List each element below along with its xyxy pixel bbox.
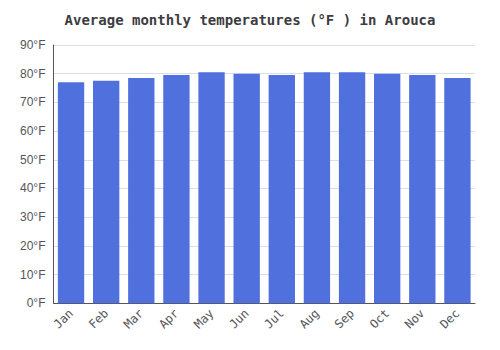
svg-text:Dec: Dec xyxy=(437,306,462,331)
svg-text:0°F: 0°F xyxy=(27,296,46,310)
svg-text:40°F: 40°F xyxy=(20,181,45,195)
svg-text:Jan: Jan xyxy=(51,306,76,331)
svg-text:Oct: Oct xyxy=(367,306,392,331)
svg-text:30°F: 30°F xyxy=(20,210,45,224)
svg-text:Sep: Sep xyxy=(332,306,357,331)
svg-text:60°F: 60°F xyxy=(20,124,45,138)
svg-text:20°F: 20°F xyxy=(20,239,45,253)
svg-text:Jun: Jun xyxy=(226,306,251,331)
svg-text:70°F: 70°F xyxy=(20,95,45,109)
svg-text:Mar: Mar xyxy=(121,306,146,331)
svg-text:Aug: Aug xyxy=(297,306,322,331)
svg-text:90°F: 90°F xyxy=(20,38,45,52)
svg-text:Apr: Apr xyxy=(156,306,181,331)
svg-text:Jul: Jul xyxy=(262,306,287,331)
svg-text:Nov: Nov xyxy=(402,306,427,331)
svg-text:Feb: Feb xyxy=(86,306,111,331)
svg-text:80°F: 80°F xyxy=(20,67,45,81)
svg-text:50°F: 50°F xyxy=(20,153,45,167)
svg-text:10°F: 10°F xyxy=(20,268,45,282)
svg-text:May: May xyxy=(191,306,216,331)
svg-text:Average monthly temperatures (: Average monthly temperatures (°F ) in Ar… xyxy=(65,12,436,28)
